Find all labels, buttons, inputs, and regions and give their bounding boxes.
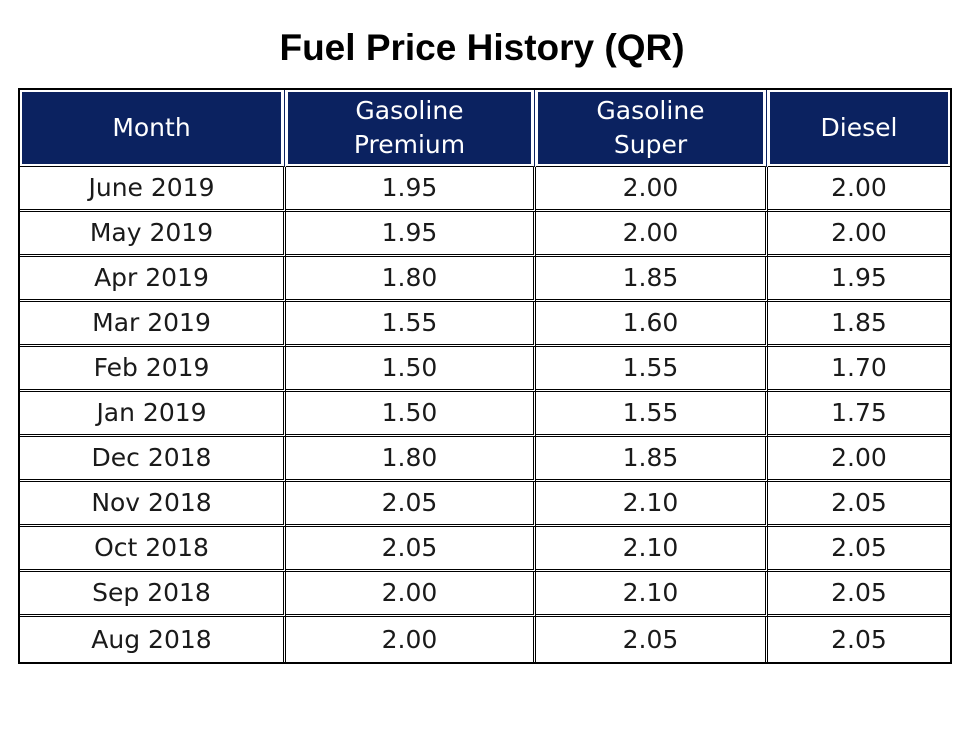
table-row: May 2019 1.95 2.00 2.00 (20, 212, 950, 257)
gasoline-premium-cell: 1.80 (286, 257, 536, 302)
month-cell: Feb 2019 (20, 347, 286, 392)
month-cell: May 2019 (20, 212, 286, 257)
month-cell: Apr 2019 (20, 257, 286, 302)
diesel-cell: 2.00 (768, 167, 950, 212)
table-body: June 2019 1.95 2.00 2.00 May 2019 1.95 2.00 2.0… (20, 167, 950, 662)
gasoline-super-cell: 2.10 (536, 572, 768, 617)
diesel-cell: 2.05 (768, 572, 950, 617)
diesel-cell: 1.75 (768, 392, 950, 437)
gasoline-super-cell: 1.55 (536, 347, 768, 392)
diesel-cell: 2.05 (831, 624, 887, 654)
diesel-cell: 1.95 (768, 257, 950, 302)
table-row: June 2019 1.95 2.00 2.00 (20, 167, 950, 212)
gasoline-premium-cell: 1.80 (286, 437, 536, 482)
table-row: Apr 2019 1.80 1.85 1.95 (20, 257, 950, 302)
gasoline-super-cell: 2.00 (536, 167, 768, 212)
table-row: Feb 2019 1.50 1.55 1.70 (20, 347, 950, 392)
fuel-price-table: Month Gasoline Premium Gasoline Super Diesel … (18, 88, 952, 664)
month-cell: Jan 2019 (20, 392, 286, 437)
diesel-cell: 1.70 (768, 347, 950, 392)
month-cell: June 2019 (20, 167, 286, 212)
diesel-cell: 2.00 (768, 437, 950, 482)
column-header-label: Super (613, 130, 688, 159)
month-cell: Mar 2019 (20, 302, 286, 347)
table-row: Oct 2018 2.05 2.10 2.05 (20, 527, 950, 572)
diesel-cell: 1.85 (768, 302, 950, 347)
gasoline-premium-cell: 2.00 (286, 617, 536, 662)
column-header-gasoline-premium: Gasoline Premium (286, 90, 536, 167)
month-cell: Dec 2018 (20, 437, 286, 482)
column-header-gasoline-super: Gasoline Super (536, 90, 768, 167)
gasoline-super-cell: 2.10 (536, 482, 768, 527)
table-row: Nov 2018 2.05 2.10 2.05 (20, 482, 950, 527)
gasoline-super-cell: 2.00 (536, 212, 768, 257)
month-cell: Nov 2018 (20, 482, 286, 527)
gasoline-premium-cell: 2.05 (286, 482, 536, 527)
table-row: Aug 2018 2.00 2.05 2.05 (20, 617, 950, 662)
column-header-label: Premium (353, 130, 466, 159)
header-row: Month Gasoline Premium Gasoline Super Diesel (20, 90, 950, 167)
page-title: Fuel Price History (QR) (279, 27, 685, 68)
column-header-diesel: Diesel (768, 90, 950, 167)
gasoline-premium-cell: 1.55 (286, 302, 536, 347)
column-header-label: Diesel (820, 113, 898, 142)
gasoline-premium-cell: 1.95 (286, 212, 536, 257)
table-row: Dec 2018 1.80 1.85 2.00 (20, 437, 950, 482)
diesel-cell: 2.00 (768, 212, 950, 257)
gasoline-super-cell: 1.60 (536, 302, 768, 347)
gasoline-super-cell: 2.10 (536, 527, 768, 572)
column-header-label: Gasoline (355, 96, 464, 125)
gasoline-super-cell: 1.85 (536, 437, 768, 482)
diesel-cell: 2.05 (768, 527, 950, 572)
month-cell: Sep 2018 (20, 572, 286, 617)
gasoline-premium-cell: 1.95 (286, 167, 536, 212)
gasoline-premium-cell: 1.50 (286, 392, 536, 437)
gasoline-super-cell: 1.55 (536, 392, 768, 437)
column-header-label: Gasoline (596, 96, 705, 125)
gasoline-premium-cell: 1.50 (286, 347, 536, 392)
month-cell: Aug 2018 (20, 617, 286, 662)
column-header-label: Month (112, 113, 191, 142)
fuel-price-table-container: Month Gasoline Premium Gasoline Super Diesel … (18, 88, 952, 664)
column-header-month: Month (20, 90, 286, 167)
gasoline-premium-cell: 2.00 (286, 572, 536, 617)
table-row: Jan 2019 1.50 1.55 1.75 (20, 392, 950, 437)
table-row: Sep 2018 2.00 2.10 2.05 (20, 572, 950, 617)
gasoline-super-cell: 2.05 (536, 617, 768, 662)
gasoline-super-cell: 1.85 (536, 257, 768, 302)
diesel-cell: 2.05 (768, 482, 950, 527)
table-row: Mar 2019 1.55 1.60 1.85 (20, 302, 950, 347)
table-header: Month Gasoline Premium Gasoline Super Diesel (20, 90, 950, 167)
month-cell: Oct 2018 (20, 527, 286, 572)
gasoline-premium-cell: 2.05 (286, 527, 536, 572)
